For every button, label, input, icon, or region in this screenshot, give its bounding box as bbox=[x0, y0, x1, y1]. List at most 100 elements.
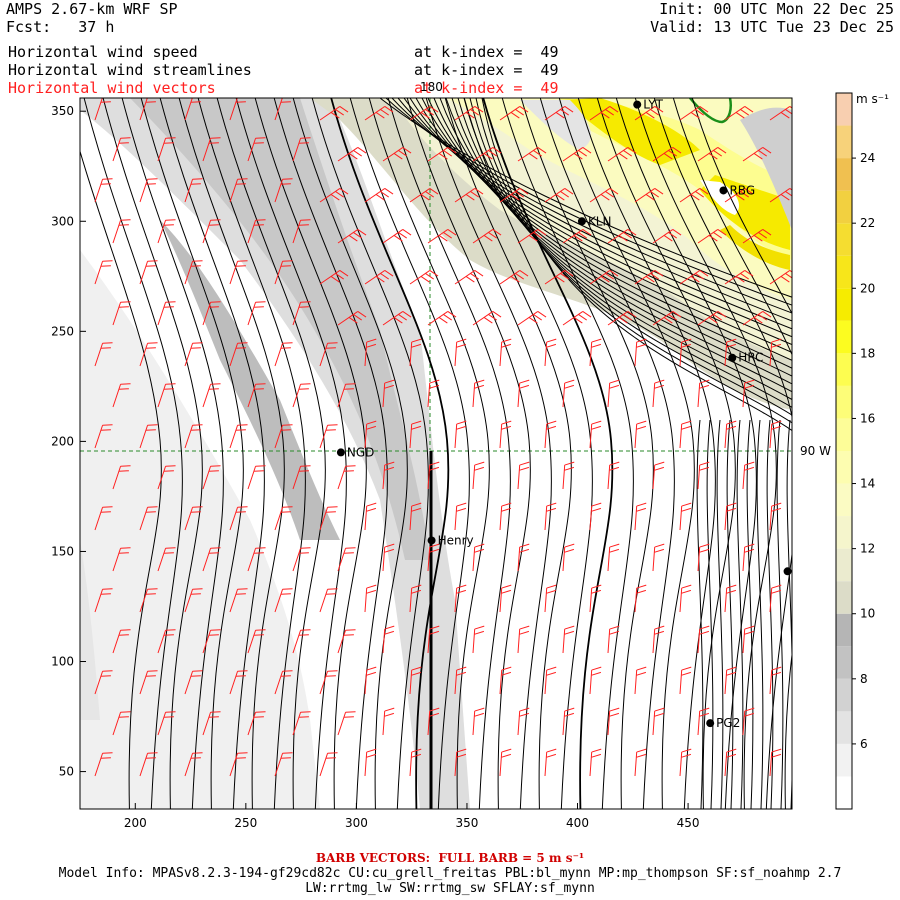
wind-barb bbox=[607, 229, 637, 244]
colorbar-bin bbox=[836, 613, 852, 647]
wind-barb bbox=[229, 588, 248, 613]
wind-barb bbox=[679, 584, 692, 613]
streamline bbox=[235, 98, 347, 809]
wind-barb bbox=[499, 106, 529, 121]
streamline bbox=[349, 98, 470, 809]
streamline bbox=[520, 98, 654, 809]
streamline bbox=[596, 98, 736, 809]
wind-barb bbox=[517, 147, 547, 162]
wind-barb bbox=[202, 711, 221, 736]
wind-barb bbox=[139, 342, 158, 367]
wind-barb bbox=[679, 270, 709, 285]
station-marker bbox=[577, 217, 586, 226]
wind-barb bbox=[652, 543, 665, 572]
station-label: HRC bbox=[738, 351, 763, 365]
wind-barb bbox=[544, 106, 574, 121]
wind-barb bbox=[337, 711, 356, 736]
wind-barb bbox=[652, 707, 665, 736]
wind-barb bbox=[607, 379, 620, 408]
wind-barb bbox=[94, 752, 113, 777]
station-marker bbox=[706, 719, 715, 728]
colorbar-label: 8 bbox=[860, 672, 868, 686]
wind-barb bbox=[409, 338, 422, 367]
wind-barb bbox=[697, 147, 727, 162]
wind-barb bbox=[247, 711, 266, 736]
wind-barb bbox=[742, 379, 755, 408]
streamline-jet bbox=[439, 98, 792, 377]
wind-barb bbox=[319, 670, 338, 695]
wind-barb bbox=[292, 301, 311, 326]
wind-barb bbox=[202, 629, 221, 654]
wind-barb bbox=[742, 707, 755, 736]
wind-barb bbox=[499, 420, 512, 449]
wind-barbs bbox=[94, 98, 792, 777]
wind-barb bbox=[454, 188, 484, 203]
wind-barb bbox=[454, 748, 467, 777]
wind-barb bbox=[337, 629, 356, 654]
streamline bbox=[539, 98, 675, 809]
colorbar-bin bbox=[836, 678, 852, 712]
wind-barb bbox=[139, 752, 158, 777]
wind-barb bbox=[292, 383, 311, 408]
streamline bbox=[482, 98, 614, 809]
wind-barb bbox=[652, 229, 682, 244]
wind-barb bbox=[427, 543, 440, 572]
valid-time: Valid: 13 UTC Tue 23 Dec 25 bbox=[650, 18, 894, 36]
wind-barb bbox=[589, 502, 602, 531]
streamline-jet bbox=[475, 98, 792, 424]
streamline-jet bbox=[397, 98, 792, 322]
wind-barb bbox=[229, 506, 248, 531]
layer-label-streamlines: Horizontal wind streamlines bbox=[8, 61, 252, 79]
wind-barb bbox=[634, 748, 647, 777]
wind-barb bbox=[499, 502, 512, 531]
wind-barb bbox=[292, 629, 311, 654]
x-tick-label: 250 bbox=[234, 816, 257, 830]
colorbar-bin bbox=[836, 516, 852, 549]
wind-barb bbox=[202, 301, 221, 326]
colorbar-label: 14 bbox=[860, 477, 875, 491]
streamline bbox=[558, 98, 695, 809]
streamline-jet bbox=[421, 98, 792, 354]
wind-barb bbox=[409, 270, 439, 285]
wind-barb bbox=[499, 584, 512, 613]
barb-legend: BARB VECTORS: FULL BARB = 5 m s⁻¹ bbox=[315, 851, 585, 865]
colorbar-label: 12 bbox=[860, 542, 875, 556]
wind-barb bbox=[319, 342, 338, 367]
wind-barb bbox=[409, 420, 422, 449]
wind-barb bbox=[364, 338, 377, 367]
wind-barb bbox=[562, 379, 575, 408]
wind-barb bbox=[139, 260, 158, 285]
streamline-jet bbox=[451, 98, 792, 393]
wind-barb bbox=[562, 147, 592, 162]
wind-barb bbox=[157, 219, 176, 244]
station-marker bbox=[719, 186, 728, 195]
wind-barb bbox=[139, 588, 158, 613]
wind-barb bbox=[697, 625, 710, 654]
streamline bbox=[406, 98, 531, 809]
y-tick-label: 200 bbox=[51, 434, 74, 448]
streamline-jet bbox=[433, 98, 792, 369]
wind-barb bbox=[607, 707, 620, 736]
streamline-east bbox=[716, 419, 724, 809]
wind-barb bbox=[382, 543, 395, 572]
wind-barb bbox=[724, 420, 737, 449]
wind-barb bbox=[337, 311, 367, 326]
wind-barb bbox=[607, 311, 637, 326]
streamline bbox=[444, 98, 572, 809]
streamline-jet bbox=[469, 98, 792, 416]
wind-barb bbox=[589, 106, 619, 121]
wind-barb bbox=[94, 98, 111, 121]
wind-barb bbox=[472, 625, 485, 654]
wind-barb bbox=[157, 383, 176, 408]
streamline-jet bbox=[481, 98, 792, 432]
wind-barb bbox=[202, 547, 221, 572]
colorbar-bin bbox=[836, 255, 852, 289]
y-tick-label: 150 bbox=[51, 544, 74, 558]
wind-barb bbox=[427, 379, 440, 408]
wind-barb bbox=[382, 229, 412, 244]
wind-barb bbox=[499, 748, 512, 777]
wind-barb bbox=[337, 147, 367, 162]
layer-label-vectors: Horizontal wind vectors bbox=[8, 79, 216, 97]
colorbar-unit: m s⁻¹ bbox=[856, 92, 889, 106]
colorbar-bin bbox=[836, 711, 852, 744]
